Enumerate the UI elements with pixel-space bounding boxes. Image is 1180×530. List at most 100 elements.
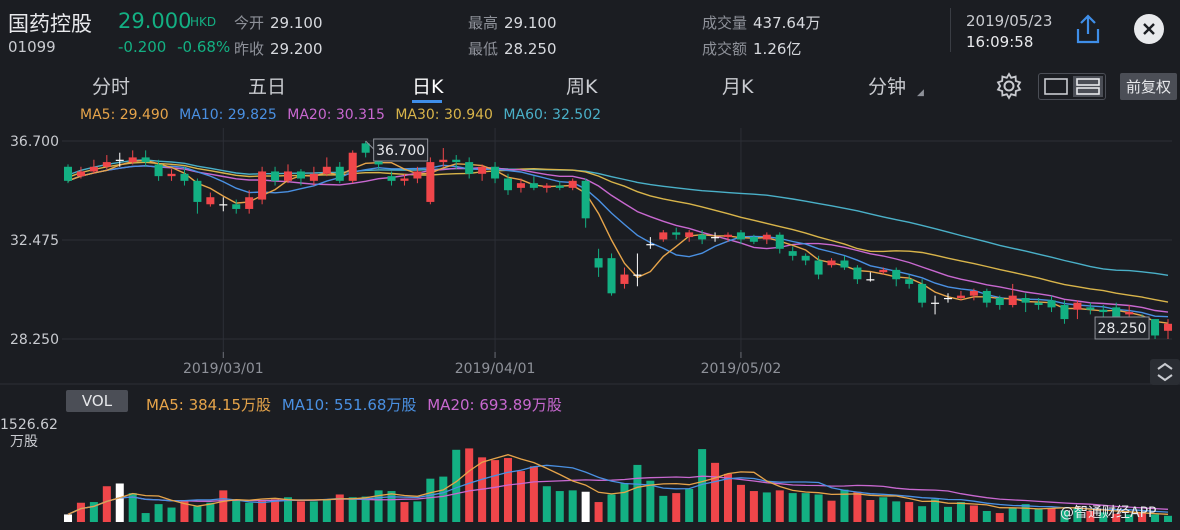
amount-stat: 成交额 1.26亿 — [702, 40, 802, 58]
ma10-line — [67, 164, 1169, 318]
volume-bar — [982, 510, 991, 522]
candle-body — [698, 234, 707, 240]
y-tick-label: 28.250 — [10, 332, 59, 348]
candle-body — [335, 166, 344, 181]
candle-body — [736, 232, 745, 240]
candle-body — [426, 162, 435, 202]
volume-bar — [1008, 507, 1017, 522]
volume-bar — [452, 449, 461, 522]
layout-toggle-icon[interactable] — [1038, 73, 1106, 100]
vol-ma10-value: MA10: 551.68万股 — [281, 396, 417, 414]
candle-body — [322, 166, 331, 174]
x-tick-label: 2019/03/01 — [183, 361, 264, 377]
low-price: 最低 28.250 — [468, 40, 557, 58]
volume-bar — [814, 494, 823, 522]
tab-3[interactable]: 周K — [566, 76, 598, 98]
candle-body — [193, 180, 202, 202]
candle-body — [905, 279, 914, 284]
volume-bar — [271, 499, 280, 522]
gear-icon[interactable] — [994, 71, 1024, 101]
candle-body — [1099, 309, 1108, 313]
high-price: 最高 29.100 — [468, 14, 557, 32]
volume-bar — [853, 491, 862, 522]
vol-ma-legend: MA5: 384.15万股 MA10: 551.68万股 MA20: 693.8… — [146, 394, 562, 415]
volume-bar — [672, 493, 681, 522]
watermark: @智通财经APP — [1060, 505, 1157, 521]
candle-body — [827, 260, 836, 266]
volume-bar — [387, 491, 396, 522]
candle-body — [931, 302, 940, 304]
candle-body — [387, 176, 396, 181]
candle-body — [413, 171, 422, 179]
candle-body — [943, 297, 953, 300]
ma60-value: MA60: 32.502 — [503, 107, 602, 123]
candle-body — [478, 166, 487, 174]
candle-body — [76, 171, 85, 177]
volume-bar — [89, 502, 98, 522]
vol-axis-label: 1526.62 万股 — [0, 417, 58, 451]
tab-1[interactable]: 五日 — [248, 76, 287, 98]
tab-4[interactable]: 月K — [722, 76, 754, 98]
share-icon[interactable] — [1072, 12, 1104, 46]
volume-bar — [413, 501, 422, 522]
quote-time: 16:09:58 — [966, 33, 1034, 51]
open-price: 今开 29.100 — [234, 14, 323, 32]
candle-body — [309, 173, 318, 181]
candle-body — [491, 166, 500, 179]
volume-bar — [568, 490, 577, 522]
volume-bar — [685, 488, 694, 522]
candle-body — [982, 290, 991, 303]
change-percent: -0.68% — [177, 38, 231, 56]
volume-bar — [581, 491, 590, 522]
volume-bar — [1021, 504, 1030, 522]
volume-bar — [322, 499, 331, 522]
adjust-rights-button[interactable]: 前复权 — [1120, 73, 1178, 100]
ma-legend: MA5: 29.490 MA10: 29.825 MA20: 30.315 MA… — [80, 107, 601, 123]
tab-0[interactable]: 分时 — [92, 76, 131, 98]
volume-bar — [1073, 507, 1082, 522]
volume-bar — [1047, 508, 1056, 522]
volume-bar — [258, 499, 267, 522]
volume-bar — [154, 504, 163, 522]
candle-body — [167, 173, 176, 177]
volume-bar — [827, 500, 836, 522]
candle-body — [516, 183, 525, 188]
candle-body — [555, 185, 564, 188]
volume-bar — [918, 506, 927, 522]
candle-body — [439, 159, 448, 163]
volume-bar — [866, 499, 875, 522]
tab-5[interactable]: 分钟 — [868, 76, 907, 98]
volume-bar — [840, 489, 849, 522]
volume-bar — [465, 448, 474, 522]
candle-body — [853, 267, 862, 280]
header-divider — [950, 8, 951, 52]
candle-body — [879, 269, 888, 273]
dropdown-triangle-icon: ◢ — [917, 88, 924, 98]
candle-body — [814, 260, 823, 275]
candle-body — [206, 197, 215, 205]
candle-body — [581, 180, 590, 219]
volume-bar — [115, 483, 124, 522]
volume-bar — [348, 497, 357, 522]
volume-bar — [219, 490, 228, 522]
volume-bar — [232, 499, 241, 522]
candle-body — [620, 274, 629, 284]
candle-body — [633, 274, 642, 276]
candle-body — [969, 290, 978, 296]
candle-body — [646, 244, 655, 246]
candle-body — [607, 258, 616, 294]
close-icon[interactable] — [1134, 14, 1164, 44]
volume-bar — [439, 476, 448, 522]
volume-bar — [76, 502, 85, 522]
volume-bar — [788, 493, 797, 522]
candle-body — [568, 180, 577, 188]
volume-bar — [555, 491, 564, 522]
max-label: 36.700 — [376, 143, 425, 159]
vol-indicator-button[interactable]: VOL — [66, 390, 128, 412]
tab-2[interactable]: 日K — [412, 76, 444, 98]
candle-body — [271, 171, 280, 181]
candle-body — [141, 157, 150, 163]
candle-body — [542, 185, 551, 188]
chevron-updown-icon[interactable] — [1150, 359, 1180, 385]
candle-body — [503, 178, 513, 191]
